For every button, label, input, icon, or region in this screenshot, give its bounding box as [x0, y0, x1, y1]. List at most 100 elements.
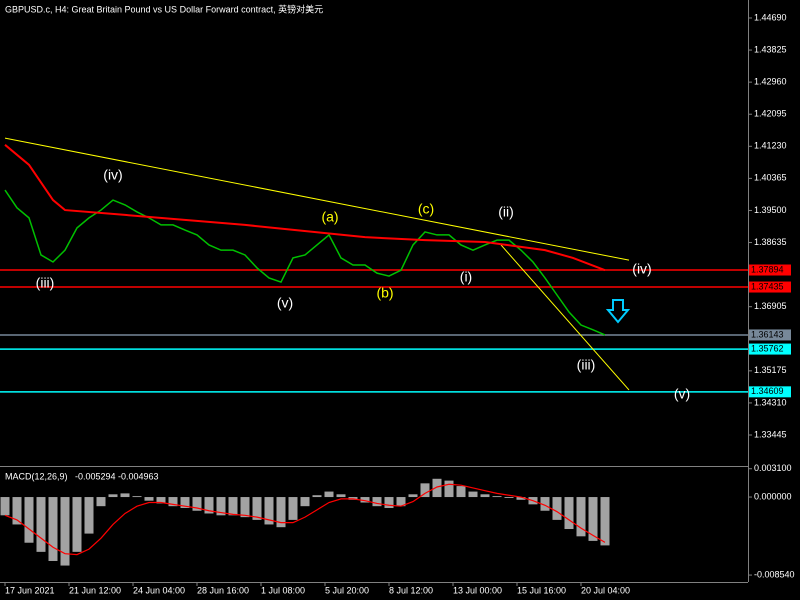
histogram-bar: [84, 497, 94, 534]
histogram-bar: [96, 497, 106, 507]
histogram-bar: [12, 497, 22, 525]
trend-line: [500, 244, 630, 391]
histogram-bar: [396, 497, 406, 507]
histogram-bar: [492, 496, 502, 498]
y-tick-label: 1.35175: [754, 365, 787, 375]
histogram-bar: [456, 486, 466, 498]
wave-label: (v): [277, 295, 293, 311]
wave-label: (iii): [36, 275, 55, 291]
histogram-bar: [480, 494, 490, 498]
x-tick-label: 1 Jul 08:00: [261, 585, 305, 595]
down-arrow-icon: [605, 299, 631, 324]
level-label-box: [749, 343, 791, 355]
wave-label: (iv): [632, 261, 651, 277]
y-tick-label: 1.39500: [754, 205, 787, 215]
y-tick-label: 1.42960: [754, 77, 787, 87]
level-label-box: [749, 329, 791, 341]
x-tick-label: 24 Jun 04:00: [133, 585, 185, 595]
histogram-bar: [228, 497, 238, 516]
price-line: [4, 144, 606, 272]
histogram-bar: [300, 497, 310, 507]
histogram-bar: [72, 497, 82, 552]
histogram-bar: [564, 497, 574, 530]
indicator-value: -0.004963: [118, 471, 159, 481]
histogram-bar: [192, 497, 202, 511]
histogram-bar: [132, 496, 142, 498]
level-label: 1.37894: [751, 264, 784, 274]
wave-label: (iii): [577, 357, 596, 373]
histogram-bar: [36, 497, 46, 552]
histogram-bar: [576, 497, 586, 537]
histogram-bar: [324, 491, 334, 498]
histogram-bar: [588, 497, 598, 541]
y-tick-label: 1.41230: [754, 141, 787, 151]
histogram-bar: [120, 493, 130, 498]
histogram-bar: [108, 494, 118, 498]
y-tick-label: 1.34310: [754, 397, 787, 407]
wave-label: (iv): [103, 167, 122, 183]
histogram-bar: [48, 497, 58, 561]
level-label-box: [749, 264, 791, 276]
histogram-bar: [168, 497, 178, 507]
level-label: 1.35762: [751, 343, 784, 353]
y-tick-label: 1.43825: [754, 44, 787, 54]
chart-title: GBPUSD.c, H4: Great Britain Pound vs US …: [5, 3, 323, 14]
histogram-bar: [384, 497, 394, 509]
histogram-bar: [156, 497, 166, 504]
histogram-bar: [444, 480, 454, 498]
histogram-bar: [0, 497, 10, 516]
x-tick-label: 28 Jun 16:00: [197, 585, 249, 595]
histogram-bar: [600, 497, 610, 546]
histogram-bar: [276, 497, 286, 528]
y-tick-label: 1.33445: [754, 429, 787, 439]
wave-label: (c): [418, 201, 434, 217]
y-tick-label: 1.40365: [754, 173, 787, 183]
histogram-bar: [312, 495, 322, 498]
histogram-bar: [24, 497, 34, 543]
y-tick-label: 0.003100: [754, 463, 792, 473]
x-tick-label: 20 Jul 04:00: [581, 585, 630, 595]
x-tick-label: 15 Jul 16:00: [517, 585, 566, 595]
histogram-bar: [264, 497, 274, 525]
x-tick-label: 13 Jul 00:00: [453, 585, 502, 595]
histogram-bar: [372, 497, 382, 507]
y-tick-label: 1.44690: [754, 12, 787, 22]
histogram-bar: [540, 497, 550, 511]
level-label: 1.34609: [751, 386, 784, 396]
histogram-bar: [216, 497, 226, 516]
level-label-box: [749, 386, 791, 398]
histogram-bar: [240, 497, 250, 518]
price-line: [4, 189, 606, 336]
y-tick-label: 1.36905: [754, 301, 787, 311]
wave-label: (v): [674, 386, 690, 402]
histogram-bar: [144, 497, 154, 501]
histogram-bar: [288, 497, 298, 520]
level-label: 1.37435: [751, 281, 784, 291]
histogram-bar: [468, 491, 478, 498]
histogram-bar: [516, 497, 526, 500]
y-tick-label: 0.000000: [754, 491, 792, 501]
level-label: 1.36143: [751, 329, 784, 339]
histogram-bar: [60, 497, 70, 566]
wave-label: (b): [376, 285, 393, 301]
histogram-bar: [420, 483, 430, 498]
level-label-box: [749, 281, 791, 293]
histogram-bar: [432, 478, 442, 498]
histogram-bar: [552, 497, 562, 520]
indicator-title: MACD(12,26,9): [5, 471, 68, 481]
histogram-bar: [504, 497, 514, 498]
y-tick-label: -0.008540: [754, 569, 795, 579]
histogram-bar: [408, 494, 418, 498]
histogram-bar: [360, 497, 370, 503]
x-tick-label: 5 Jul 20:00: [325, 585, 369, 595]
histogram-bar: [180, 497, 190, 509]
wave-label: (i): [460, 269, 472, 285]
indicator-value: -0.005294: [75, 471, 116, 481]
histogram-bar: [252, 497, 262, 520]
y-tick-label: 1.38635: [754, 237, 787, 247]
trend-line: [4, 137, 630, 261]
histogram-bar: [336, 494, 346, 498]
x-tick-label: 8 Jul 12:00: [389, 585, 433, 595]
